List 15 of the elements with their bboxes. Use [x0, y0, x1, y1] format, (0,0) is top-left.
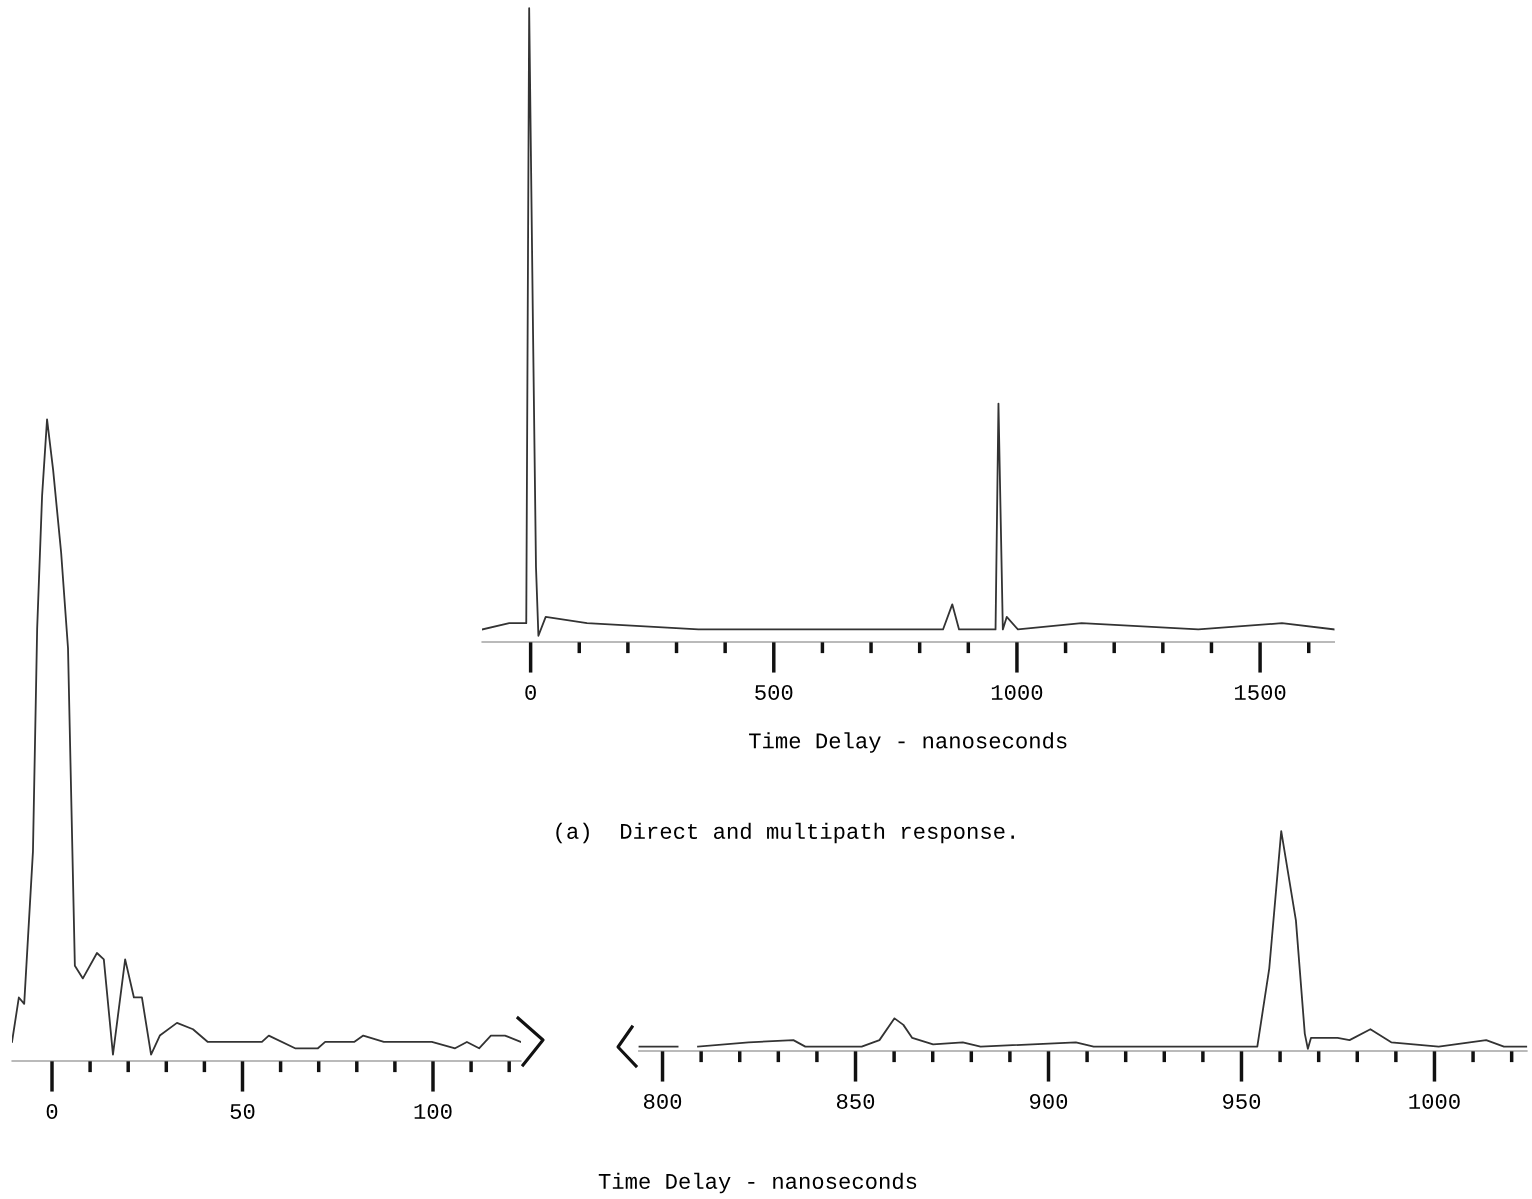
x-tick-label: 500 [755, 684, 793, 700]
x-axis-title: Time Delay - nanoseconds [749, 732, 1067, 753]
x-tick-label: 800 [643, 1093, 682, 1109]
x-tick-label: 1000 [991, 684, 1043, 700]
x-tick-label: 950 [1223, 1093, 1261, 1109]
x-axis-title: Time Delay - nanoseconds [598, 1172, 917, 1194]
x-tick-label: 1500 [1235, 684, 1286, 700]
x-tick-label: 1000 [1409, 1093, 1460, 1109]
x-tick-label: 0 [46, 1103, 58, 1119]
x-tick-label: 900 [1030, 1093, 1068, 1109]
x-tick-label: 0 [525, 684, 536, 700]
x-tick-label: 50 [230, 1103, 255, 1119]
x-tick-label: 850 [836, 1093, 875, 1109]
annotation: (a) Direct and multipath response. [556, 822, 1014, 844]
x-tick-label: 100 [414, 1103, 452, 1119]
